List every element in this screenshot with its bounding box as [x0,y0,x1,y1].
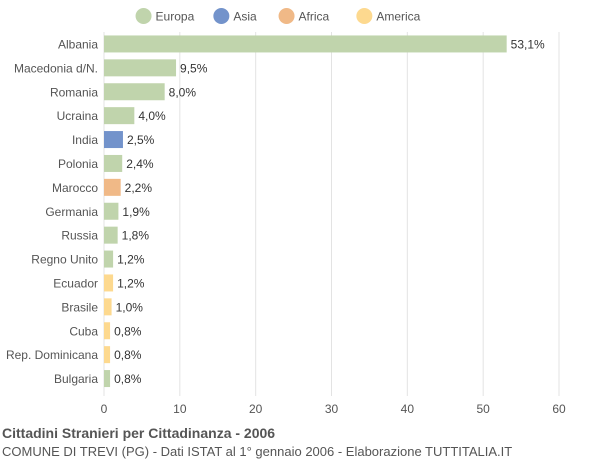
legend-swatch [135,8,152,24]
chart-grid [103,32,560,396]
y-axis-labels: Albania Macedonia d/N. Romania Ucraina India… [6,37,98,386]
bar-brasile [104,298,112,316]
category-label: Polonia [58,157,98,171]
chart-legend: Europa Asia Africa America [135,8,421,24]
bar-value-label: 2,4% [126,157,154,171]
category-label: Brasile [61,300,98,314]
bar-ucraina [104,107,135,125]
category-label: Macedonia d/N. [14,61,98,75]
bar-marocco [104,178,121,196]
bar-rep-dominicana [104,346,111,364]
chart-subtitle: COMUNE DI TREVI (PG) - Dati ISTAT al 1° … [2,444,513,459]
bar-value-label: 0,8% [114,372,142,386]
bar-ecuador [104,274,114,292]
bar-value-label: 1,9% [122,205,150,219]
x-tick-label: 50 [476,402,490,416]
bar-cuba [104,322,111,340]
bar-macedonia-d-n- [104,59,177,77]
bar-value-label: 0,8% [114,324,142,338]
category-label: Romania [50,85,98,99]
x-tick-label: 20 [249,402,263,416]
category-label: Regno Unito [31,253,98,267]
legend-swatch [278,8,295,24]
bar-value-label: 8,0% [169,85,197,99]
bar-value-label: 53,1% [511,37,545,51]
bar-value-label: 1,0% [116,300,144,314]
bar-regno-unito [104,250,114,268]
category-label: Ecuador [53,276,98,290]
chart-bars: 53,1% 9,5% 8,0%4,0% 2,5% 2,4% 2,2% 1,9% 1,8% 1,2… [104,35,545,388]
category-label: Ucraina [57,109,99,123]
x-tick-label: 0 [101,402,108,416]
category-label: Rep. Dominicana [6,348,98,362]
legend-swatch [356,8,373,24]
category-label: Germania [45,205,98,219]
bar-polonia [104,154,123,172]
bar-value-label: 1,2% [117,276,145,290]
bar-germania [104,202,119,220]
legend-label: Asia [233,10,257,24]
legend-swatch [213,8,230,24]
legend-label: Africa [299,10,330,24]
category-label: Cuba [69,324,98,338]
category-label: Albania [58,37,98,51]
legend-label: Europa [156,10,195,24]
bar-bulgaria [104,370,111,388]
chart-title: Cittadini Stranieri per Cittadinanza - 2… [2,425,276,441]
x-tick-label: 30 [325,402,339,416]
category-label: Marocco [52,181,98,195]
x-tick-label: 10 [173,402,187,416]
bar-romania [104,83,165,101]
x-tick-label: 60 [552,402,566,416]
legend-label: America [376,10,420,24]
bar-india [104,131,123,149]
x-axis-ticks: 0 10 20 30 40 50 60 [101,402,566,416]
bar-value-label: 1,8% [122,229,150,243]
bar-value-label: 0,8% [114,348,142,362]
bar-value-label: 1,2% [117,253,145,267]
bar-value-label: 4,0% [138,109,166,123]
category-label: Russia [61,229,98,243]
bar-russia [104,226,118,244]
bar-chart: Europa Asia Africa America 53,1% 9,5% 8,0%4,0… [6,8,566,416]
category-label: India [72,133,98,147]
bar-albania [104,35,507,53]
x-tick-label: 40 [401,402,415,416]
bar-value-label: 2,5% [127,133,155,147]
bar-value-label: 9,5% [180,61,208,75]
category-label: Bulgaria [54,372,98,386]
bar-value-label: 2,2% [125,181,153,195]
